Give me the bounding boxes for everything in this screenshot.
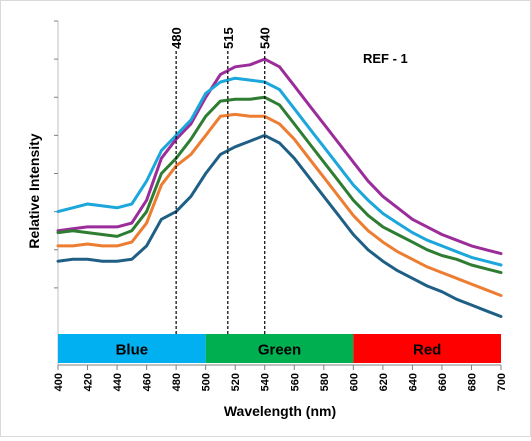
series-line-3 [56, 95, 503, 275]
x-tick-label: 660 [437, 373, 449, 391]
x-tick-label: 460 [142, 373, 154, 391]
x-tick-label: 560 [289, 373, 301, 391]
reference-lines: 480 515 540 [169, 27, 273, 335]
band-green [205, 334, 354, 363]
color-bands: Blue Green Red [58, 334, 501, 363]
chart-axes: 400 420 440 460 480 500 520 540 560 580 600 620 640 6… [53, 20, 508, 391]
band-label-red: Red [413, 342, 441, 359]
band-label-blue: Blue [116, 342, 149, 359]
series-line-1 [56, 57, 503, 256]
y-axis-label: Relative Intensity [26, 133, 42, 248]
x-tick-label: 520 [230, 373, 242, 391]
x-tick-label: 480 [171, 373, 183, 391]
x-tick-label: 440 [112, 373, 124, 391]
vline-label-515: 515 [221, 27, 236, 49]
band-blue [58, 334, 206, 363]
x-tick-label: 640 [407, 373, 419, 391]
vline-label-540: 540 [258, 27, 273, 49]
x-tick-label: 400 [53, 373, 65, 391]
x-tick-label: 680 [466, 373, 478, 391]
vline-label-480: 480 [169, 27, 184, 49]
x-tick-label: 600 [348, 373, 360, 391]
series-line-4 [56, 112, 503, 297]
band-red [353, 334, 501, 363]
x-tick-label: 500 [201, 373, 213, 391]
chart-annotation: REF - 1 [363, 51, 408, 66]
band-label-green: Green [258, 342, 301, 359]
x-tick-label: 620 [378, 373, 390, 391]
series-line-5 [56, 133, 503, 318]
data-series [56, 57, 503, 318]
x-axis-label: Wavelength (nm) [224, 403, 336, 419]
x-tick-label: 420 [83, 373, 95, 391]
series-line-2 [56, 76, 503, 267]
x-tick-label: 540 [260, 373, 272, 391]
x-tick-label: 700 [496, 373, 508, 391]
x-tick-label: 580 [319, 373, 331, 391]
